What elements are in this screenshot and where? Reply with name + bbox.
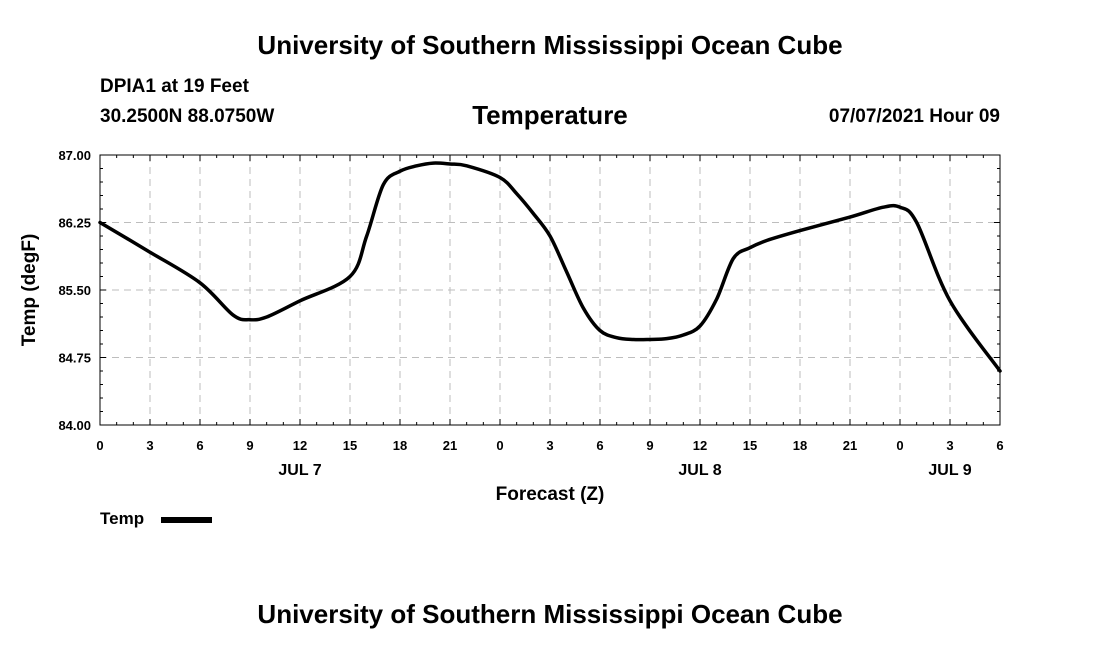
x-tick-label: 9 xyxy=(646,438,653,453)
x-tick-label: 12 xyxy=(693,438,707,453)
x-tick-label: 3 xyxy=(946,438,953,453)
x-tick-label: 9 xyxy=(246,438,253,453)
grid-lines xyxy=(100,155,1000,425)
y-tick-label: 87.00 xyxy=(58,148,91,163)
x-tick-label: 3 xyxy=(546,438,553,453)
y-tick-label: 84.75 xyxy=(58,351,91,366)
page-title: University of Southern Mississippi Ocean… xyxy=(257,30,843,60)
y-tick-label: 85.50 xyxy=(58,283,91,298)
x-tick-label: 6 xyxy=(196,438,203,453)
footer-title: University of Southern Mississippi Ocean… xyxy=(257,599,843,629)
series-line-temp xyxy=(98,161,1002,373)
chart-title: Temperature xyxy=(472,100,628,130)
y-tick-label: 84.00 xyxy=(58,418,91,433)
x-tick-label: 21 xyxy=(843,438,857,453)
series-layer xyxy=(98,161,1002,373)
x-tick-label: 18 xyxy=(793,438,807,453)
forecast-timestamp: 07/07/2021 Hour 09 xyxy=(828,106,1000,127)
date-label: JUL 7 xyxy=(278,462,321,479)
axis-labels: 0 3 6 9 12 15 18 21 0 3 6 9 12 15 18 21 0 3 6 84.00 84.75 85.… xyxy=(19,148,1004,505)
x-tick-label: 0 xyxy=(896,438,903,453)
station-label: DPIA1 at 19 Feet xyxy=(100,76,249,97)
x-axis-title: Forecast (Z) xyxy=(496,484,605,505)
x-tick-label: 21 xyxy=(443,438,457,453)
x-tick-label: 18 xyxy=(393,438,407,453)
x-tick-label: 0 xyxy=(496,438,503,453)
x-tick-label: 3 xyxy=(146,438,153,453)
legend-swatch-temp xyxy=(161,517,212,523)
x-tick-label: 15 xyxy=(743,438,757,453)
x-tick-label: 15 xyxy=(343,438,357,453)
x-tick-label: 6 xyxy=(996,438,1003,453)
y-tick-label: 86.25 xyxy=(58,216,91,231)
y-axis-title: Temp (degF) xyxy=(19,234,40,347)
date-label: JUL 8 xyxy=(678,462,721,479)
x-tick-label: 12 xyxy=(293,438,307,453)
legend-label-temp: Temp xyxy=(100,509,145,528)
date-label: JUL 9 xyxy=(928,462,971,479)
x-tick-label: 0 xyxy=(96,438,103,453)
x-tick-label: 6 xyxy=(596,438,603,453)
station-coordinates: 30.2500N 88.0750W xyxy=(100,106,275,127)
